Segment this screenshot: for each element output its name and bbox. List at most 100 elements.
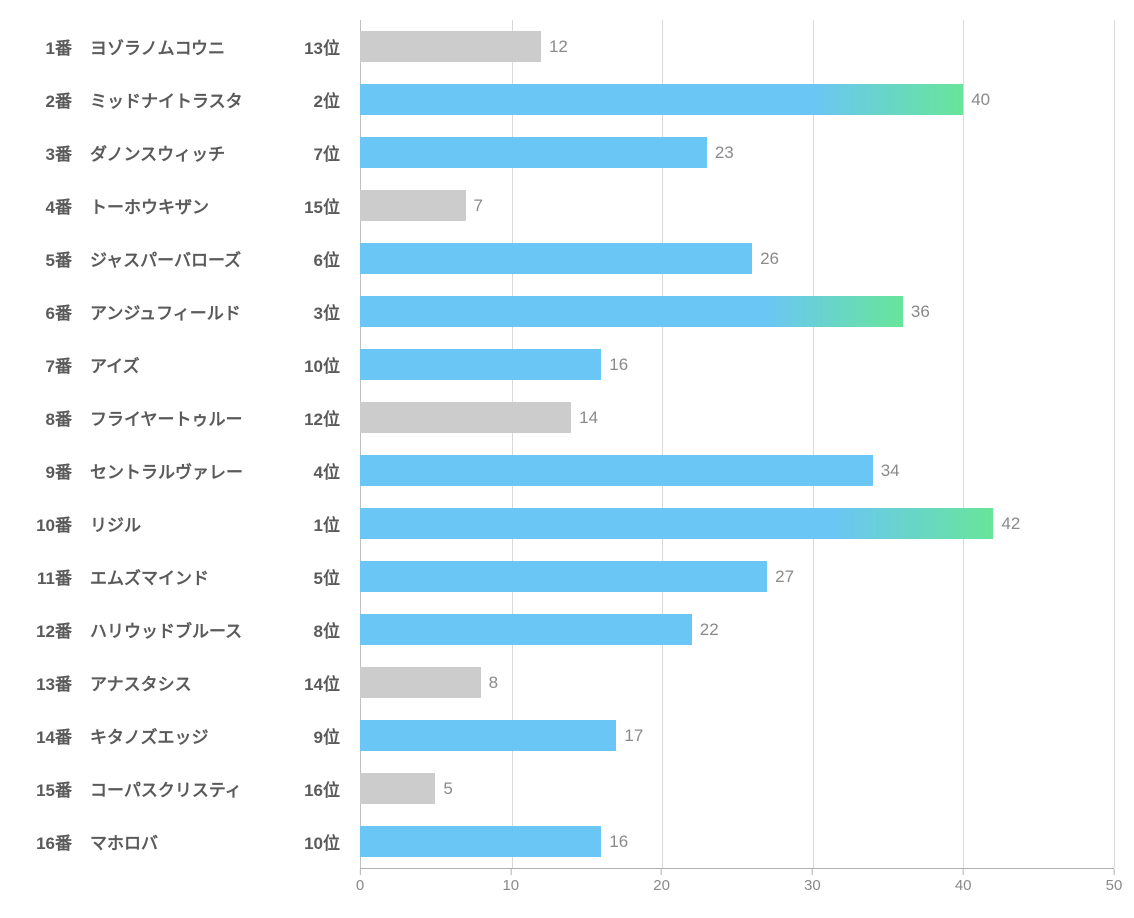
x-tick-label: 20: [653, 877, 670, 894]
table-row: 6番アンジュフィールド3位36: [20, 285, 1114, 338]
entry-rank: 16位: [290, 776, 360, 801]
entry-name: フライヤートゥルー: [80, 405, 290, 430]
entry-number: 2番: [20, 87, 80, 112]
entry-rank: 9位: [290, 723, 360, 748]
bar-value: 16: [609, 832, 628, 852]
entry-number: 9番: [20, 458, 80, 483]
entry-number: 1番: [20, 34, 80, 59]
entry-number: 6番: [20, 299, 80, 324]
entry-rank: 12位: [290, 405, 360, 430]
bar: 27: [360, 561, 767, 592]
entry-number: 16番: [20, 829, 80, 854]
bar-value: 36: [911, 302, 930, 322]
entry-number: 10番: [20, 511, 80, 536]
x-tick: 40: [955, 869, 972, 894]
bar: 14: [360, 402, 571, 433]
bar: 26: [360, 243, 752, 274]
bar-value: 42: [1001, 514, 1020, 534]
entry-number: 7番: [20, 352, 80, 377]
entry-rank: 14位: [290, 670, 360, 695]
bar-value: 14: [579, 408, 598, 428]
table-row: 11番エムズマインド5位27: [20, 550, 1114, 603]
table-row: 5番ジャスパーバローズ6位26: [20, 232, 1114, 285]
table-row: 2番ミッドナイトラスタ2位40: [20, 73, 1114, 126]
table-row: 8番フライヤートゥルー12位14: [20, 391, 1114, 444]
entry-rank: 15位: [290, 193, 360, 218]
entry-rank: 8位: [290, 617, 360, 642]
bar-area: 14: [360, 391, 1114, 444]
bar-value: 17: [624, 726, 643, 746]
entry-rank: 3位: [290, 299, 360, 324]
entry-rank: 7位: [290, 140, 360, 165]
bar-value: 34: [881, 461, 900, 481]
entry-name: ヨゾラノムコウニ: [80, 34, 290, 59]
entry-rank: 13位: [290, 34, 360, 59]
bar-area: 5: [360, 762, 1114, 815]
entry-name: トーホウキザン: [80, 193, 290, 218]
bar: 16: [360, 826, 601, 857]
table-row: 13番アナスタシス14位8: [20, 656, 1114, 709]
bar: 23: [360, 137, 707, 168]
table-row: 9番セントラルヴァレー4位34: [20, 444, 1114, 497]
entry-name: アイズ: [80, 352, 290, 377]
bar-value: 16: [609, 355, 628, 375]
bar: 36: [360, 296, 903, 327]
x-tick: 20: [653, 869, 670, 894]
x-tick-label: 40: [955, 877, 972, 894]
bar-value: 40: [971, 90, 990, 110]
table-row: 10番リジル1位42: [20, 497, 1114, 550]
x-tick-label: 10: [502, 877, 519, 894]
x-axis-area: 01020304050: [360, 868, 1114, 898]
bar-area: 34: [360, 444, 1114, 497]
entry-rank: 10位: [290, 352, 360, 377]
entry-name: マホロバ: [80, 829, 290, 854]
bar: 17: [360, 720, 616, 751]
table-row: 7番アイズ10位 16: [20, 338, 1114, 391]
bar-value: 7: [474, 196, 483, 216]
bar: 7: [360, 190, 466, 221]
x-tick: 50: [1106, 869, 1123, 894]
bar: 12: [360, 31, 541, 62]
bar: 42: [360, 508, 993, 539]
entry-number: 14番: [20, 723, 80, 748]
table-row: 16番マホロバ10位16: [20, 815, 1114, 868]
bar-value: 22: [700, 620, 719, 640]
entry-rank: 6位: [290, 246, 360, 271]
bar-value: 23: [715, 143, 734, 163]
chart-rows: 1番ヨゾラノムコウニ13位122番ミッドナイトラスタ2位403番ダノンスウィッチ…: [20, 20, 1114, 868]
bar-value: 8: [489, 673, 498, 693]
bar-area: 8: [360, 656, 1114, 709]
entry-rank: 10位: [290, 829, 360, 854]
entry-name: リジル: [80, 511, 290, 536]
entry-rank: 5位: [290, 564, 360, 589]
entry-number: 15番: [20, 776, 80, 801]
bar: 5: [360, 773, 435, 804]
x-tick: 0: [356, 869, 364, 894]
bar-area: 40: [360, 73, 1114, 126]
bar-value: 27: [775, 567, 794, 587]
bar-area: 26: [360, 232, 1114, 285]
bar-area: 27: [360, 550, 1114, 603]
entry-number: 4番: [20, 193, 80, 218]
entry-number: 13番: [20, 670, 80, 695]
bar-area: 12: [360, 20, 1114, 73]
bar-area: 7: [360, 179, 1114, 232]
entry-rank: 2位: [290, 87, 360, 112]
entry-name: ハリウッドブルース: [80, 617, 290, 642]
bar-area: 22: [360, 603, 1114, 656]
bar: 22: [360, 614, 692, 645]
bar: 34: [360, 455, 873, 486]
entry-name: コーパスクリスティ: [80, 776, 290, 801]
x-tick: 10: [502, 869, 519, 894]
bar-value: 5: [443, 779, 452, 799]
bar: 40: [360, 84, 963, 115]
bar-area: 16: [360, 815, 1114, 868]
bar: 8: [360, 667, 481, 698]
entry-number: 11番: [20, 564, 80, 589]
entry-name: アナスタシス: [80, 670, 290, 695]
x-tick-label: 30: [804, 877, 821, 894]
entry-name: ジャスパーバローズ: [80, 246, 290, 271]
entry-name: エムズマインド: [80, 564, 290, 589]
entry-name: ミッドナイトラスタ: [80, 87, 290, 112]
table-row: 12番ハリウッドブルース8位22: [20, 603, 1114, 656]
